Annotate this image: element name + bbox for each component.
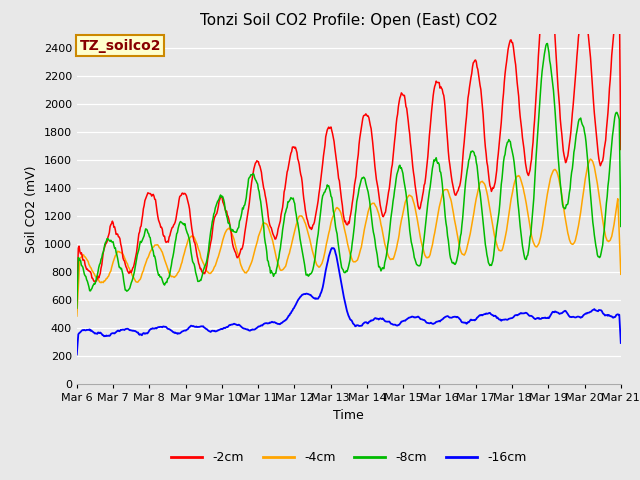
Text: TZ_soilco2: TZ_soilco2 xyxy=(79,39,161,53)
X-axis label: Time: Time xyxy=(333,408,364,421)
Legend: -2cm, -4cm, -8cm, -16cm: -2cm, -4cm, -8cm, -16cm xyxy=(166,446,531,469)
Y-axis label: Soil CO2 (mV): Soil CO2 (mV) xyxy=(25,165,38,252)
Title: Tonzi Soil CO2 Profile: Open (East) CO2: Tonzi Soil CO2 Profile: Open (East) CO2 xyxy=(200,13,498,28)
